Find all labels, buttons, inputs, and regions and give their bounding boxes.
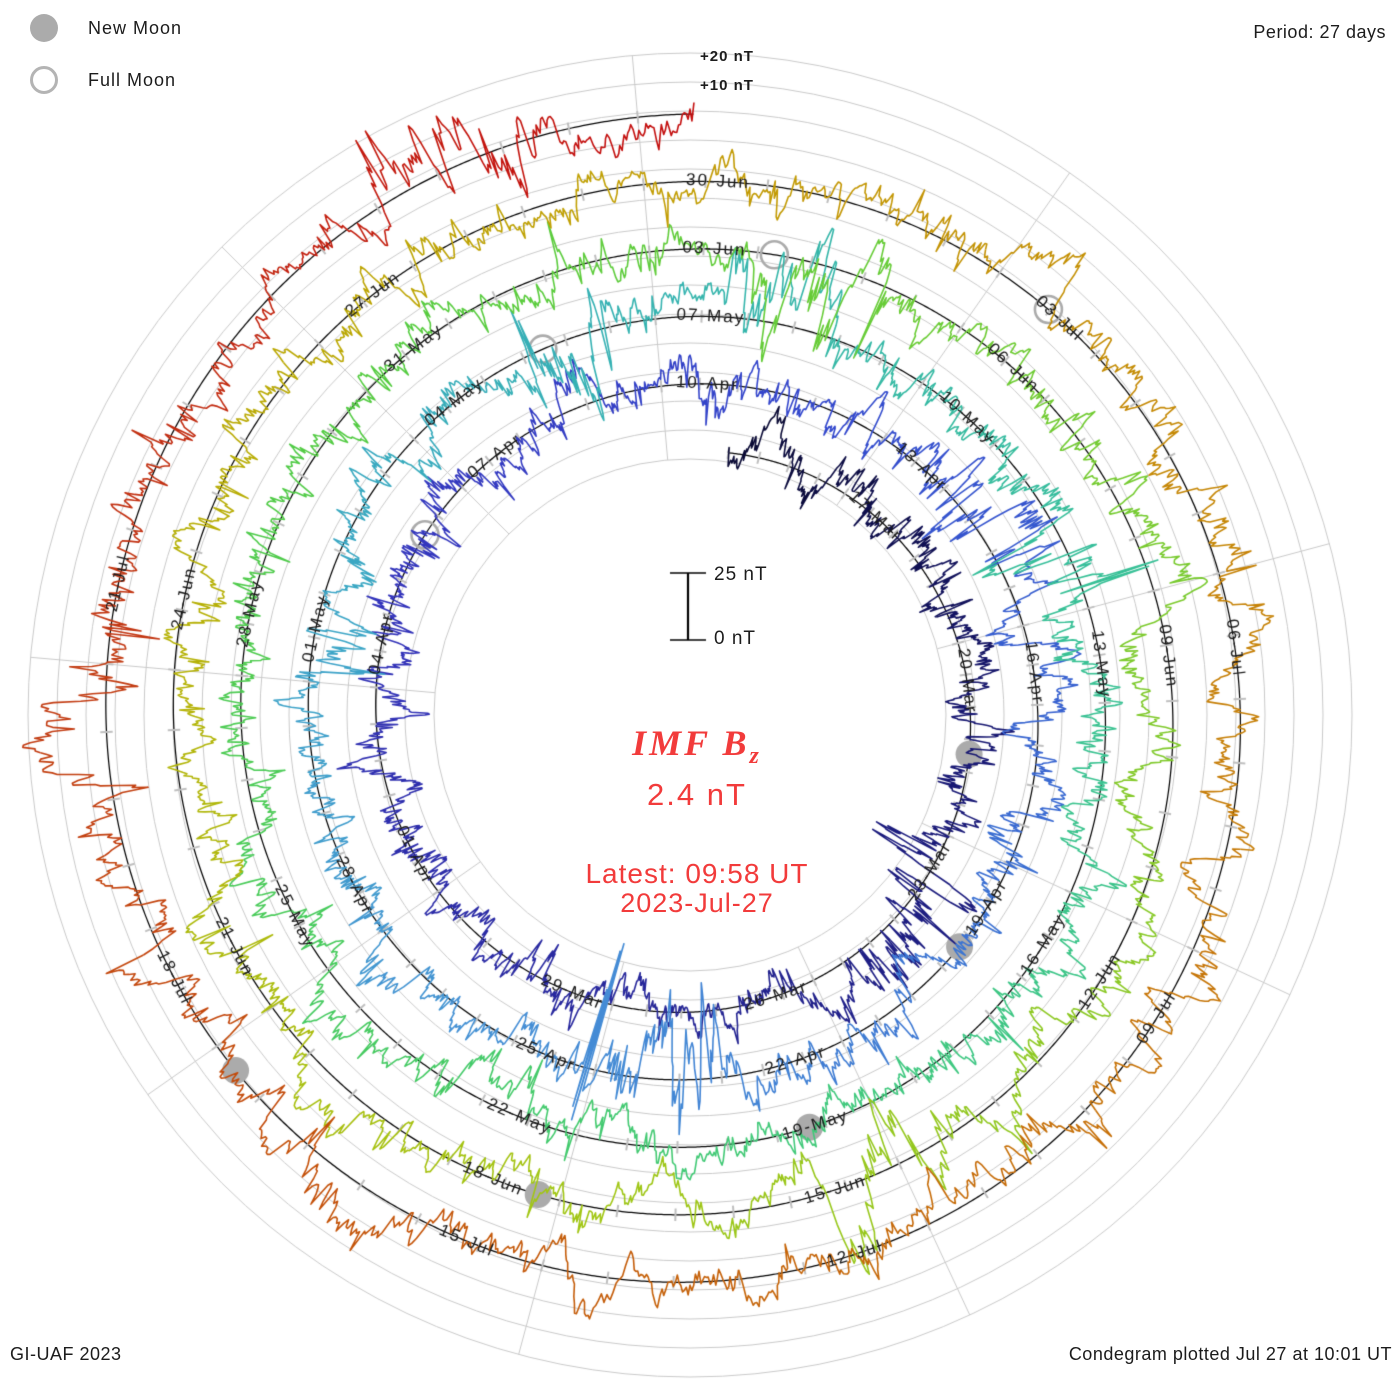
latest-time: Latest: 09:58 UT — [585, 858, 809, 889]
full-moon-label: Full Moon — [88, 69, 177, 90]
quantity-title: IMF Bz — [487, 722, 907, 770]
scalebar-top-label: 25 nT — [714, 564, 768, 585]
plus20-grid-label: +20 nT — [700, 48, 754, 65]
legend-full-moon: Full Moon — [30, 66, 176, 94]
quantity-title-text: IMF B — [632, 723, 750, 763]
current-value: 2.4 nT — [647, 777, 747, 812]
period-label: Period: 27 days — [1253, 22, 1386, 42]
quantity-title-subscript: z — [749, 743, 762, 770]
footer-plotted: Condegram plotted Jul 27 at 10:01 UT — [1068, 1344, 1392, 1364]
scalebar-bottom-label: 0 nT — [714, 628, 757, 649]
new-moon-label: New Moon — [88, 17, 183, 38]
latest-date: 2023-Jul-27 — [620, 888, 774, 918]
new-moon-icon — [30, 14, 58, 42]
footer-credit: GI-UAF 2023 — [10, 1344, 122, 1364]
plus10-grid-label: +10 nT — [700, 77, 754, 94]
full-moon-icon — [30, 66, 58, 94]
legend-new-moon: New Moon — [30, 14, 182, 42]
